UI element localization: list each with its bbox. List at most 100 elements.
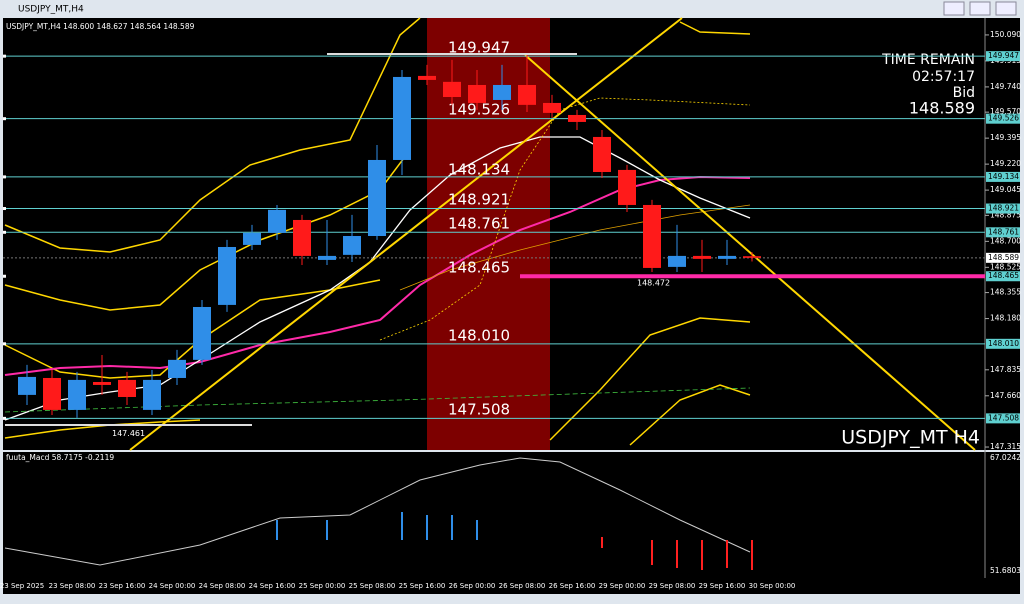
level-tag	[986, 413, 1020, 424]
level-tag	[986, 171, 1020, 182]
y-tick-label: 149.220	[990, 159, 1021, 168]
candle-body	[693, 255, 711, 259]
x-tick-label: 29 Sep 08:00	[649, 582, 696, 590]
candle-body	[468, 84, 486, 103]
level-tag	[986, 113, 1020, 124]
level-tag-label: 149.526	[988, 114, 1019, 123]
y-tick-label: 150.090	[990, 30, 1021, 39]
level-tag	[986, 51, 1020, 62]
level-tag-label: 148.761	[988, 227, 1019, 236]
candle-body	[143, 379, 161, 410]
candle-body	[243, 232, 261, 245]
level-tag-label: 148.465	[988, 271, 1019, 280]
level-dot	[3, 117, 6, 121]
price-annotation: 148.472	[637, 279, 670, 288]
x-tick-label: 23 Sep 16:00	[99, 582, 146, 590]
candle-body	[68, 379, 86, 410]
candle-body	[493, 84, 511, 100]
macd-top: 67.0242	[990, 453, 1021, 462]
level-tag-label: 148.921	[988, 204, 1019, 213]
zone-label: 148.134	[448, 161, 510, 179]
x-tick-label: 30 Sep 00:00	[749, 582, 796, 590]
x-tick-label: 25 Sep 00:00	[299, 582, 346, 590]
candle-body	[318, 255, 336, 260]
zone-label: 148.921	[448, 191, 510, 209]
level-tag-label: 149.947	[988, 51, 1019, 60]
candle-body	[368, 159, 386, 237]
candle-body	[593, 136, 611, 172]
level-tag	[986, 338, 1020, 349]
x-tick-label: 25 Sep 08:00	[349, 582, 396, 590]
candle-body	[418, 75, 436, 80]
level-tag-label: 149.134	[988, 172, 1019, 181]
level-dot	[3, 342, 6, 346]
y-tick-label: 149.570	[990, 107, 1021, 116]
level-dot	[3, 175, 6, 179]
price-annotation: 147.461	[112, 429, 145, 438]
x-tick-label: 29 Sep 16:00	[699, 582, 746, 590]
level-dot	[3, 207, 6, 211]
level-dot	[3, 230, 6, 234]
bid-value: 148.589	[909, 99, 975, 118]
zone-label: 149.526	[448, 101, 510, 119]
level-tag-label: 147.508	[988, 413, 1019, 422]
time-axis	[3, 578, 1020, 594]
indicators	[4, 17, 976, 570]
candle-body	[743, 256, 761, 258]
zone-label: 149.947	[448, 39, 510, 57]
candle-body	[568, 114, 586, 122]
candle-body	[543, 102, 561, 113]
zone-label: 148.010	[448, 327, 510, 345]
x-tick-label: 29 Sep 00:00	[599, 582, 646, 590]
title-bar	[0, 0, 1024, 18]
candle-body	[343, 236, 361, 255]
bollinger-upper	[4, 17, 421, 253]
level-tag-label: 148.010	[988, 339, 1019, 348]
candle-body	[643, 204, 661, 268]
macd-label: fuuta_Macd 58.7175 -0.2119	[6, 453, 114, 462]
window-title: USDJPY_MT,H4	[18, 5, 84, 15]
y-tick-label: 147.660	[990, 391, 1021, 400]
candle-body	[393, 76, 411, 160]
candle-body	[218, 246, 236, 305]
x-tick-label: 24 Sep 00:00	[149, 582, 196, 590]
candle-body	[43, 377, 61, 410]
candle-body	[18, 376, 36, 395]
x-tick-label: 23 Sep 08:00	[49, 582, 96, 590]
x-tick-label: 26 Sep 08:00	[499, 582, 546, 590]
time-remain-label: TIME REMAIN	[881, 52, 975, 68]
level-tag	[986, 227, 1020, 238]
candle-body	[518, 84, 536, 105]
candle-body	[668, 255, 686, 267]
bid-label: Bid	[953, 85, 975, 101]
y-tick-label: 148.525	[990, 262, 1021, 271]
bid-tag-label: 148.589	[988, 253, 1019, 262]
x-tick-label: 26 Sep 00:00	[449, 582, 496, 590]
y-tick-label: 149.045	[990, 185, 1021, 194]
candle-body	[293, 219, 311, 256]
ohlc-header: USDJPY_MT,H4 148.600 148.627 148.564 148…	[6, 22, 195, 31]
watermark: USDJPY_MT H4	[841, 427, 980, 449]
x-tick-label: 26 Sep 16:00	[549, 582, 596, 590]
candle-body	[193, 306, 211, 360]
level-dot	[3, 416, 6, 420]
level-tag	[986, 271, 1020, 282]
bid-tag	[986, 252, 1020, 263]
zone-label: 147.508	[448, 401, 510, 419]
candle-body	[93, 381, 111, 385]
candle-body	[718, 255, 736, 259]
y-tick-label: 149.395	[990, 133, 1021, 142]
time-remain: 02:57:17	[912, 69, 975, 85]
candle-body	[618, 169, 636, 205]
level-dot	[3, 54, 6, 58]
minimize-button[interactable]	[943, 1, 965, 16]
x-tick-label: 24 Sep 08:00	[199, 582, 246, 590]
macd-bottom: 51.6803	[990, 566, 1021, 575]
restore-button[interactable]	[969, 1, 991, 16]
candle-body	[268, 209, 286, 233]
macd-pane	[3, 452, 1020, 578]
y-tick-label: 147.315	[990, 442, 1021, 451]
close-button[interactable]	[995, 1, 1017, 16]
